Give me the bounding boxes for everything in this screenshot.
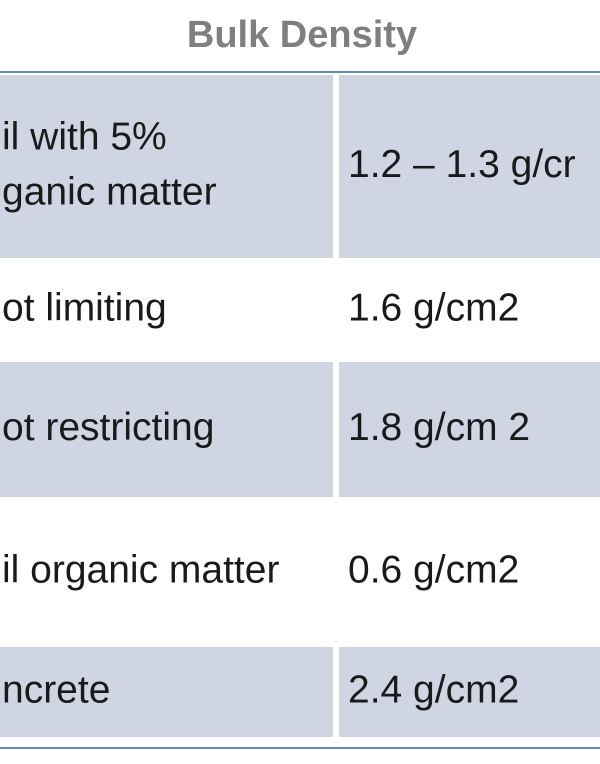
cell-text: ot limiting (2, 286, 167, 329)
cell-bg (339, 362, 600, 497)
cell-text: il with 5% (2, 115, 167, 158)
cell-bg (0, 647, 333, 737)
cell-bg (0, 75, 333, 258)
table-header: Bulk Density (187, 14, 417, 56)
cell-text: 1.2 – 1.3 g/cr (348, 143, 576, 186)
cell-bg (339, 75, 600, 258)
cell-text: 0.6 g/cm2 (348, 548, 519, 591)
cell-text: 1.8 g/cm 2 (348, 406, 530, 449)
cell-text: ganic matter (2, 170, 217, 213)
cell-bg (339, 647, 600, 737)
cell-text: ot restricting (2, 406, 214, 449)
cell-text: 2.4 g/cm2 (348, 668, 519, 711)
cell-bg (0, 362, 333, 497)
cell-text: ncrete (2, 668, 110, 711)
cell-text: il organic matter (2, 548, 279, 591)
cell-text: 1.6 g/cm2 (348, 286, 519, 329)
